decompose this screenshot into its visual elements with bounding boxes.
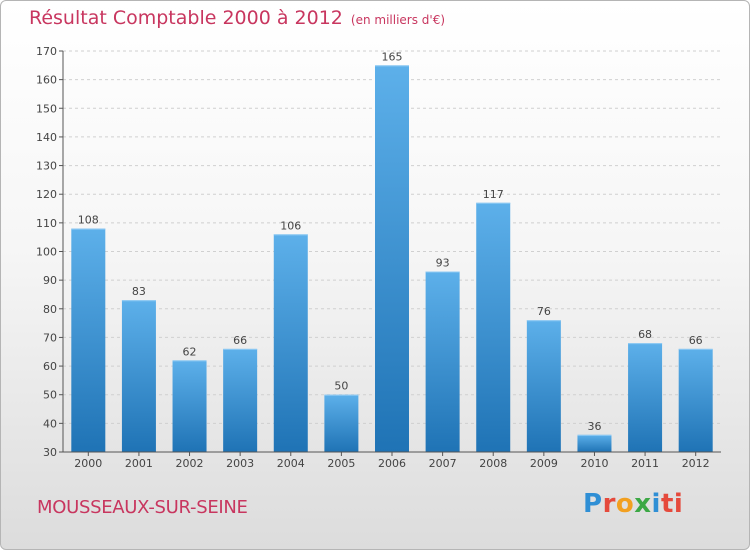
data-label: 93: [436, 257, 450, 270]
bars: 108 83 62 66 106 50 165 93 117 76 36 68 66: [71, 50, 713, 453]
bar: [425, 271, 460, 452]
bar: [577, 434, 612, 452]
logo-letter: ti: [660, 489, 684, 519]
bar: [121, 300, 156, 452]
y-tick-label: 140: [36, 131, 57, 144]
x-tick-label: 2009: [530, 457, 558, 470]
y-tick-label: 40: [43, 417, 57, 430]
bar: [71, 228, 106, 452]
x-tick-label: 2006: [378, 457, 406, 470]
x-tick-label: 2010: [580, 457, 608, 470]
x-tick-label: 2004: [277, 457, 305, 470]
data-label: 83: [132, 285, 146, 298]
y-tick-label: 80: [43, 303, 57, 316]
data-label: 68: [638, 328, 652, 341]
axes: 30 40 50 60 70 80 90 100 110 120 130 140 150 160 170 20…: [36, 45, 721, 470]
logo-letter: P: [583, 489, 603, 519]
data-label: 66: [689, 334, 703, 347]
y-tick-label: 130: [36, 160, 57, 173]
y-tick-label: 50: [43, 389, 57, 402]
data-label: 62: [183, 345, 197, 358]
bar: [223, 348, 258, 452]
bar: [273, 234, 308, 452]
x-tick-label: 2008: [479, 457, 507, 470]
commune-name: MOUSSEAUX-SUR-SEINE: [37, 497, 248, 518]
y-tick-label: 60: [43, 360, 57, 373]
y-tick-label: 70: [43, 331, 57, 344]
y-tick-label: 150: [36, 102, 57, 115]
x-tick-label: 2005: [327, 457, 355, 470]
x-tick-label: 2002: [176, 457, 204, 470]
data-label: 108: [78, 214, 99, 227]
y-tick-label: 170: [36, 45, 57, 58]
y-tick-label: 110: [36, 217, 57, 230]
data-label: 117: [483, 188, 504, 201]
data-label: 66: [233, 334, 247, 347]
data-label: 50: [334, 380, 348, 393]
logo-letter: r: [602, 489, 616, 519]
y-tick-label: 160: [36, 74, 57, 87]
bar: [678, 348, 713, 452]
x-tick-label: 2001: [125, 457, 153, 470]
data-label: 106: [280, 219, 301, 232]
bar: [324, 394, 359, 452]
chart-title-text: Résultat Comptable 2000 à 2012: [29, 7, 343, 29]
x-tick-label: 2000: [74, 457, 102, 470]
x-tick-label: 2011: [631, 457, 659, 470]
bar: [375, 65, 409, 453]
x-tick-label: 2012: [682, 457, 710, 470]
y-tick-label: 120: [36, 188, 57, 201]
proxiti-logo[interactable]: Proxiti: [583, 489, 683, 519]
chart-title: Résultat Comptable 2000 à 2012 (en millie…: [29, 7, 445, 29]
logo-letter: x: [634, 489, 652, 519]
y-tick-label: 90: [43, 274, 57, 287]
x-tick-label: 2007: [429, 457, 457, 470]
chart-subtitle: (en milliers d'€): [350, 13, 446, 27]
logo-letter: i: [651, 489, 661, 519]
y-tick-label: 30: [43, 446, 57, 459]
bar: [526, 320, 561, 452]
data-label: 76: [537, 305, 551, 318]
bar: [172, 360, 207, 452]
logo-letter: o: [615, 489, 635, 519]
data-label: 165: [382, 50, 403, 63]
x-tick-label: 2003: [226, 457, 254, 470]
y-tick-label: 100: [36, 246, 57, 259]
bar: [476, 202, 511, 452]
bar: [628, 343, 663, 452]
data-label: 36: [587, 420, 601, 433]
